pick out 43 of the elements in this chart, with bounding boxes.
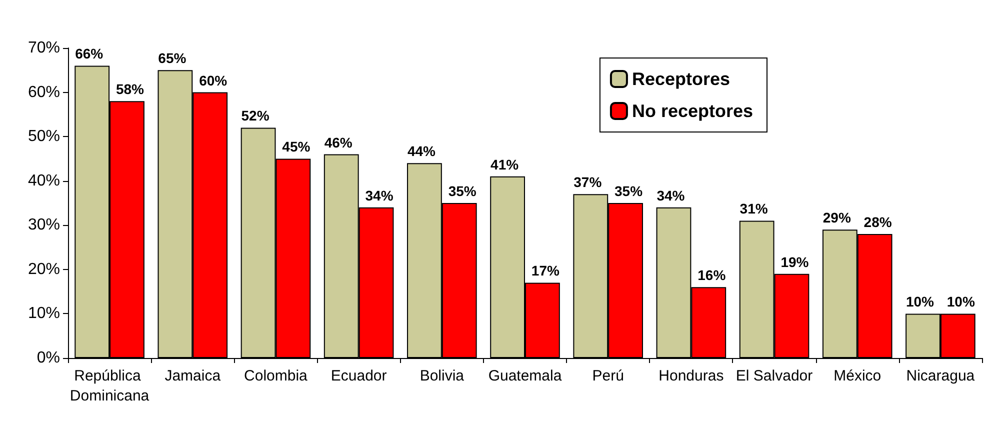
data-label: 52% — [241, 108, 270, 124]
x-tick-label: El Salvador — [736, 368, 813, 384]
x-tick-label: México — [834, 368, 882, 384]
data-label: 45% — [282, 138, 311, 155]
x-tick-label: Ecuador — [330, 368, 387, 384]
x-tick-label: Bolivia — [420, 368, 465, 384]
data-label: 34% — [365, 187, 394, 204]
data-label: 31% — [740, 200, 768, 217]
data-label: 44% — [407, 143, 436, 160]
x-tick-label: Colombia — [244, 368, 308, 384]
data-label: 16% — [698, 267, 726, 284]
data-label: 17% — [531, 262, 560, 279]
data-label: 41% — [490, 156, 520, 172]
y-tick-label: 20% — [28, 260, 60, 278]
data-label: 66% — [75, 46, 104, 62]
x-tick-label: Guatemala — [488, 368, 562, 384]
x-tick-label: Nicaragua — [906, 368, 976, 384]
x-tick-label: Honduras — [658, 368, 724, 384]
data-label: 37% — [574, 174, 602, 190]
y-tick-label: 40% — [28, 172, 60, 190]
data-label: 28% — [864, 214, 892, 230]
y-tick-label: 70% — [28, 40, 60, 56]
data-label: 34% — [656, 187, 686, 204]
data-label: 19% — [780, 254, 810, 270]
legend-label: Receptores — [632, 69, 730, 89]
data-label: 10% — [906, 294, 935, 310]
y-tick-label: 10% — [28, 305, 60, 322]
data-label: 58% — [116, 81, 145, 98]
data-label: 29% — [822, 210, 852, 226]
y-tick-label: 0% — [36, 350, 60, 366]
x-tick-label: Jamaica — [164, 368, 222, 384]
data-label: 65% — [158, 50, 187, 66]
x-tick-label: República Dominicana — [70, 368, 150, 404]
data-label: 35% — [448, 183, 477, 199]
y-tick-label: 60% — [28, 84, 60, 101]
x-tick-label: Perú — [592, 368, 624, 384]
data-label: 10% — [946, 294, 976, 310]
data-label: 60% — [199, 72, 228, 88]
y-tick-label: 30% — [28, 216, 60, 234]
data-label: 46% — [324, 134, 353, 150]
data-label: 35% — [614, 183, 644, 199]
y-tick-label: 50% — [28, 128, 60, 146]
legend-label: No receptores — [632, 101, 754, 121]
